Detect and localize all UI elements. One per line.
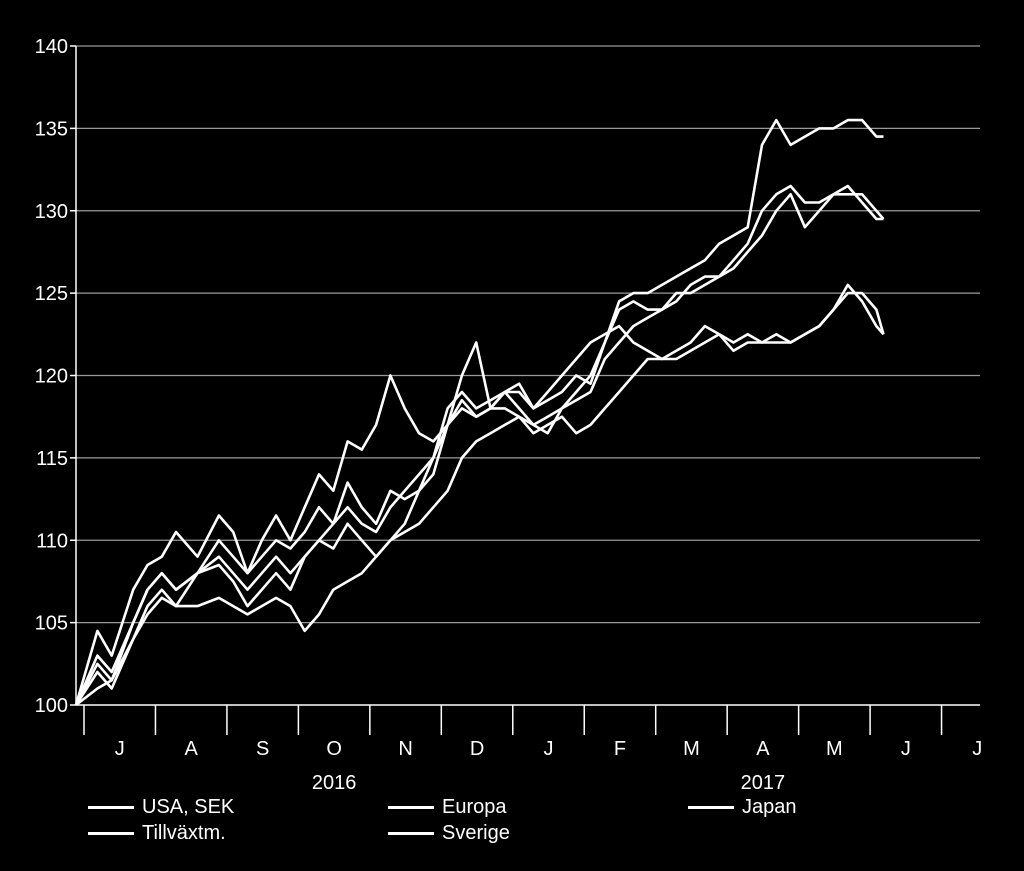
legend-item: Tillväxtm. xyxy=(88,820,226,846)
x-month-label: J xyxy=(115,738,125,760)
series-line-tillv-xtm- xyxy=(74,291,885,706)
legend-label: Europa xyxy=(442,796,507,818)
legend-swatch xyxy=(388,805,434,809)
x-month-label: M xyxy=(826,738,843,760)
series-line-usa-sek xyxy=(74,118,884,706)
legend-label: USA, SEK xyxy=(142,796,235,818)
x-month-label: J xyxy=(544,738,554,760)
gridlines xyxy=(76,45,980,624)
series-line-europa xyxy=(74,184,884,706)
y-tick-label: 140 xyxy=(35,36,68,58)
legend-label: Japan xyxy=(742,796,797,818)
series-lines xyxy=(74,118,885,707)
y-axis-tick-labels: 100 105 110 115 120 125 130 135 140 xyxy=(35,36,76,717)
y-tick-label: 100 xyxy=(35,695,68,717)
y-tick-label: 125 xyxy=(35,283,68,305)
legend-label: Tillväxtm. xyxy=(142,822,226,844)
x-month-label: A xyxy=(756,738,770,760)
x-month-label: F xyxy=(614,738,626,760)
series-line-japan xyxy=(74,184,885,706)
y-tick-label: 130 xyxy=(35,201,68,223)
legend-item: USA, SEK xyxy=(88,794,234,820)
legend-swatch xyxy=(88,831,134,835)
x-month-label: N xyxy=(398,738,412,760)
x-month-label: O xyxy=(326,738,342,760)
x-year-label: 2016 xyxy=(312,772,357,794)
x-axis-year-labels: 2016 2017 xyxy=(312,772,785,794)
y-tick-label: 115 xyxy=(36,448,68,470)
legend-swatch xyxy=(388,831,434,835)
x-month-label: S xyxy=(256,738,269,760)
y-tick-label: 120 xyxy=(35,366,68,388)
legend-item: Japan xyxy=(688,794,797,820)
legend-item: Sverige xyxy=(388,820,510,846)
legend-item: Europa xyxy=(388,794,507,820)
legend-swatch xyxy=(688,805,734,809)
x-month-label: M xyxy=(683,738,700,760)
y-tick-label: 135 xyxy=(35,118,68,140)
x-month-label: D xyxy=(470,738,484,760)
y-tick-label: 110 xyxy=(36,530,68,552)
series-line-sverige xyxy=(75,283,885,707)
legend-swatch xyxy=(88,805,134,809)
y-tick-label: 105 xyxy=(35,613,68,635)
x-month-label: J xyxy=(901,738,911,760)
x-year-label: 2017 xyxy=(741,772,786,794)
x-month-label: A xyxy=(185,738,199,760)
legend-label: Sverige xyxy=(442,822,510,844)
x-month-label: J xyxy=(972,738,982,760)
legend: USA, SEK Europa Japan Tillväxtm. Sverige xyxy=(88,794,988,854)
